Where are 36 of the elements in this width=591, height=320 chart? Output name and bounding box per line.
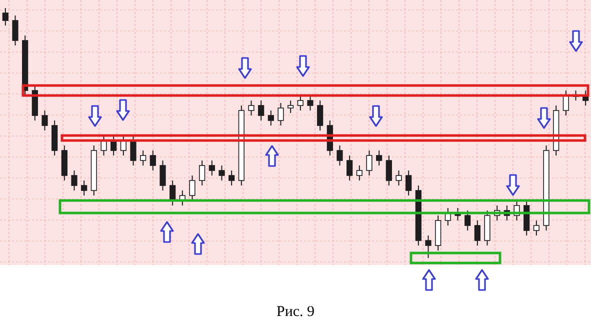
candlestick — [396, 170, 402, 186]
candlestick — [268, 110, 274, 126]
candlestick — [317, 100, 324, 131]
candlestick — [464, 210, 471, 231]
candlestick — [474, 220, 480, 246]
candlestick — [81, 180, 88, 196]
candlestick — [406, 170, 412, 196]
candlestick — [130, 135, 136, 166]
candlestick — [228, 170, 235, 186]
candlestick — [2, 8, 8, 26]
candlestick — [336, 145, 343, 166]
candlestick — [376, 150, 382, 166]
candlestick — [366, 150, 372, 176]
candlestick — [71, 170, 78, 191]
candlestick — [150, 150, 156, 171]
candlestick — [140, 150, 146, 166]
text: Рис. 9 — [276, 304, 315, 320]
candlestick — [288, 100, 294, 114]
candlestick — [248, 100, 254, 116]
candlestick — [258, 100, 264, 121]
candlestick — [297, 95, 304, 111]
candlestick — [386, 155, 392, 186]
candlestick — [356, 165, 362, 181]
candlestick — [199, 160, 206, 186]
candlestick — [346, 155, 353, 181]
candlestick — [12, 15, 18, 46]
candlestick — [170, 180, 176, 206]
candlestick — [218, 165, 225, 181]
candlestick — [42, 110, 48, 131]
candlestick — [278, 102, 284, 126]
candlestick — [189, 175, 196, 201]
candlestick — [208, 160, 215, 176]
candlestick — [307, 95, 314, 111]
candlestick — [160, 160, 166, 191]
candlestick — [425, 235, 432, 258]
candlestick — [533, 220, 540, 236]
